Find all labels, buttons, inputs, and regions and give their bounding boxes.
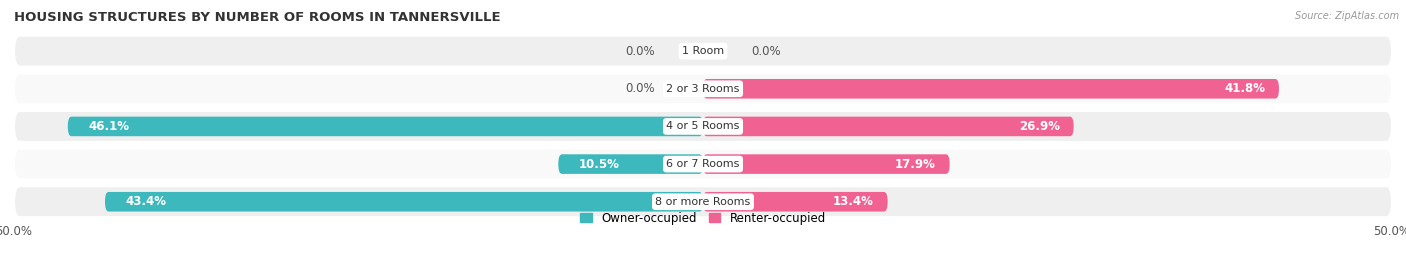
Text: 6 or 7 Rooms: 6 or 7 Rooms <box>666 159 740 169</box>
Text: 46.1%: 46.1% <box>89 120 129 133</box>
FancyBboxPatch shape <box>67 117 703 136</box>
FancyBboxPatch shape <box>14 186 1392 217</box>
FancyBboxPatch shape <box>14 111 1392 142</box>
Text: 13.4%: 13.4% <box>832 195 875 208</box>
Text: 4 or 5 Rooms: 4 or 5 Rooms <box>666 121 740 132</box>
Text: 2 or 3 Rooms: 2 or 3 Rooms <box>666 84 740 94</box>
FancyBboxPatch shape <box>703 117 1074 136</box>
FancyBboxPatch shape <box>14 149 1392 179</box>
Legend: Owner-occupied, Renter-occupied: Owner-occupied, Renter-occupied <box>575 207 831 230</box>
Text: HOUSING STRUCTURES BY NUMBER OF ROOMS IN TANNERSVILLE: HOUSING STRUCTURES BY NUMBER OF ROOMS IN… <box>14 11 501 24</box>
FancyBboxPatch shape <box>703 192 887 211</box>
Text: 0.0%: 0.0% <box>751 45 780 58</box>
Text: 17.9%: 17.9% <box>896 158 936 171</box>
Text: 41.8%: 41.8% <box>1225 82 1265 95</box>
Text: Source: ZipAtlas.com: Source: ZipAtlas.com <box>1295 11 1399 21</box>
Text: 43.4%: 43.4% <box>125 195 167 208</box>
Text: 0.0%: 0.0% <box>626 82 655 95</box>
Text: 8 or more Rooms: 8 or more Rooms <box>655 197 751 207</box>
Text: 10.5%: 10.5% <box>579 158 620 171</box>
FancyBboxPatch shape <box>14 73 1392 104</box>
Text: 0.0%: 0.0% <box>626 45 655 58</box>
Text: 1 Room: 1 Room <box>682 46 724 56</box>
Text: 26.9%: 26.9% <box>1019 120 1060 133</box>
FancyBboxPatch shape <box>14 36 1392 66</box>
FancyBboxPatch shape <box>703 154 949 174</box>
FancyBboxPatch shape <box>105 192 703 211</box>
FancyBboxPatch shape <box>703 79 1279 98</box>
FancyBboxPatch shape <box>558 154 703 174</box>
